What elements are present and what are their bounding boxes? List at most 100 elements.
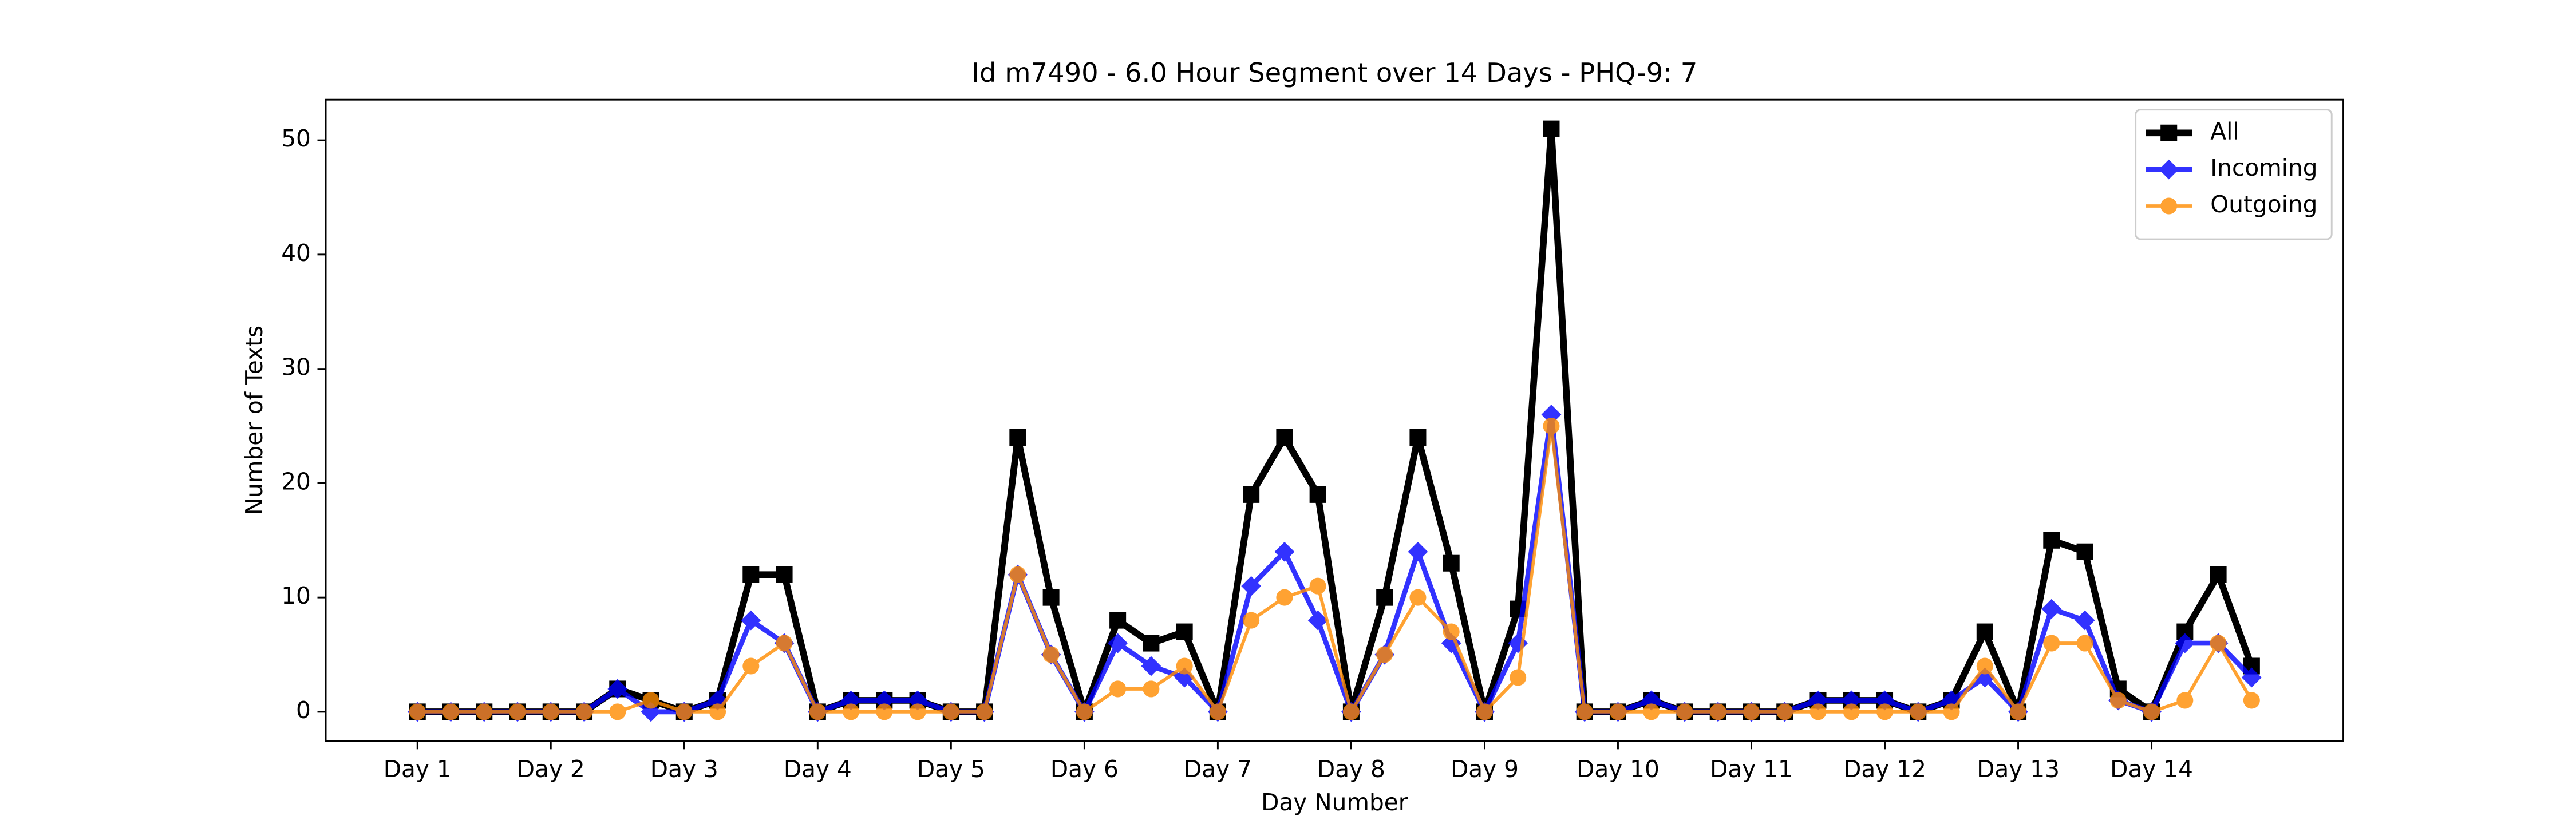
x-tick-label: Day 12 [1843, 755, 1926, 783]
marker [2109, 692, 2127, 709]
marker [1342, 703, 1360, 720]
marker [909, 703, 926, 720]
marker [709, 703, 726, 720]
marker [1609, 703, 1626, 720]
marker [1543, 120, 1560, 137]
x-tick-label: Day 1 [384, 755, 452, 783]
marker [1309, 577, 1326, 595]
marker [1109, 612, 1127, 629]
marker [1776, 703, 1793, 720]
marker [1009, 429, 1026, 446]
marker [776, 635, 793, 652]
marker [1409, 589, 1427, 606]
marker [1141, 656, 1161, 676]
marker [2043, 532, 2060, 549]
series-2 [409, 417, 2260, 720]
x-tick-label: Day 2 [517, 755, 585, 783]
x-tick-label: Day 9 [1451, 755, 1519, 783]
marker [2143, 703, 2160, 720]
marker [741, 610, 761, 631]
marker [1108, 633, 1128, 653]
marker [1376, 589, 1393, 606]
series-0 [409, 120, 2260, 720]
marker [1743, 703, 1760, 720]
marker [1510, 669, 1527, 686]
marker [642, 692, 659, 709]
marker [1576, 703, 1593, 720]
y-tick-label: 40 [281, 239, 311, 267]
marker [1809, 703, 1827, 720]
legend-item [2146, 124, 2192, 141]
marker [1276, 429, 1293, 446]
marker [843, 703, 860, 720]
plot-frame [325, 98, 2344, 742]
marker [1376, 646, 1393, 663]
marker [1243, 612, 1260, 629]
series-line [417, 412, 2254, 715]
marker [1143, 680, 1160, 698]
marker [1976, 623, 1993, 640]
marker [1241, 576, 1262, 596]
marker [476, 703, 493, 720]
chart-title: Id m7490 - 6.0 Hour Segment over 14 Days… [971, 57, 1697, 88]
marker [1709, 703, 1726, 720]
marker [2160, 124, 2178, 141]
marker [2041, 599, 2062, 619]
marker [2210, 635, 2227, 652]
marker [2176, 692, 2194, 709]
marker [409, 703, 426, 720]
marker [2210, 566, 2227, 583]
x-tick-label: Day 11 [1710, 755, 1793, 783]
x-axis-label: Day Number [1261, 789, 1408, 816]
x-tick-label: Day 14 [2110, 755, 2193, 783]
y-axis-label: Number of Texts [240, 326, 268, 516]
x-tick-label: Day 10 [1577, 755, 1660, 783]
marker [609, 703, 626, 720]
marker [1076, 703, 1093, 720]
marker [1209, 703, 1226, 720]
marker [1843, 703, 1860, 720]
marker [2160, 197, 2178, 215]
marker [1276, 589, 1293, 606]
x-tick-label: Day 4 [784, 755, 852, 783]
marker [742, 566, 760, 583]
marker [542, 703, 559, 720]
marker [1676, 703, 1693, 720]
marker [1042, 646, 1060, 663]
marker [1876, 703, 1894, 720]
marker [1910, 703, 1927, 720]
marker [876, 703, 893, 720]
marker [2175, 633, 2195, 653]
marker [2010, 703, 2027, 720]
legend-item [2146, 197, 2192, 215]
marker [675, 703, 693, 720]
marker [2076, 543, 2093, 560]
series-line [417, 125, 2255, 715]
x-tick-label: Day 7 [1184, 755, 1252, 783]
marker [1176, 657, 1193, 675]
marker [442, 703, 460, 720]
marker [1309, 486, 1326, 503]
legend-label: All [2210, 117, 2239, 145]
marker [809, 703, 826, 720]
marker [2075, 610, 2095, 631]
y-tick-label: 20 [281, 468, 311, 495]
marker [1009, 566, 1026, 583]
marker [1943, 703, 1960, 720]
marker [2241, 667, 2262, 688]
marker [1409, 429, 1427, 446]
marker [576, 703, 593, 720]
x-tick-label: Day 13 [1977, 755, 2060, 783]
marker [2243, 692, 2260, 709]
marker [942, 703, 959, 720]
marker [776, 566, 793, 583]
marker [1443, 623, 1460, 640]
marker [976, 703, 993, 720]
marker [509, 703, 526, 720]
x-tick-label: Day 5 [917, 755, 985, 783]
marker [1243, 486, 1260, 503]
legend-label: Incoming [2210, 154, 2317, 181]
marker [1274, 541, 1295, 562]
marker [1143, 635, 1160, 652]
